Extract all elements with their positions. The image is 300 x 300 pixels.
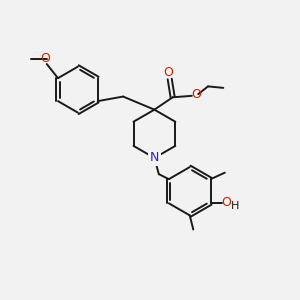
Text: O: O <box>40 52 50 65</box>
Text: O: O <box>221 196 231 209</box>
Text: O: O <box>163 66 173 79</box>
Text: N: N <box>150 152 159 164</box>
Text: H: H <box>231 201 240 211</box>
Text: O: O <box>191 88 201 101</box>
